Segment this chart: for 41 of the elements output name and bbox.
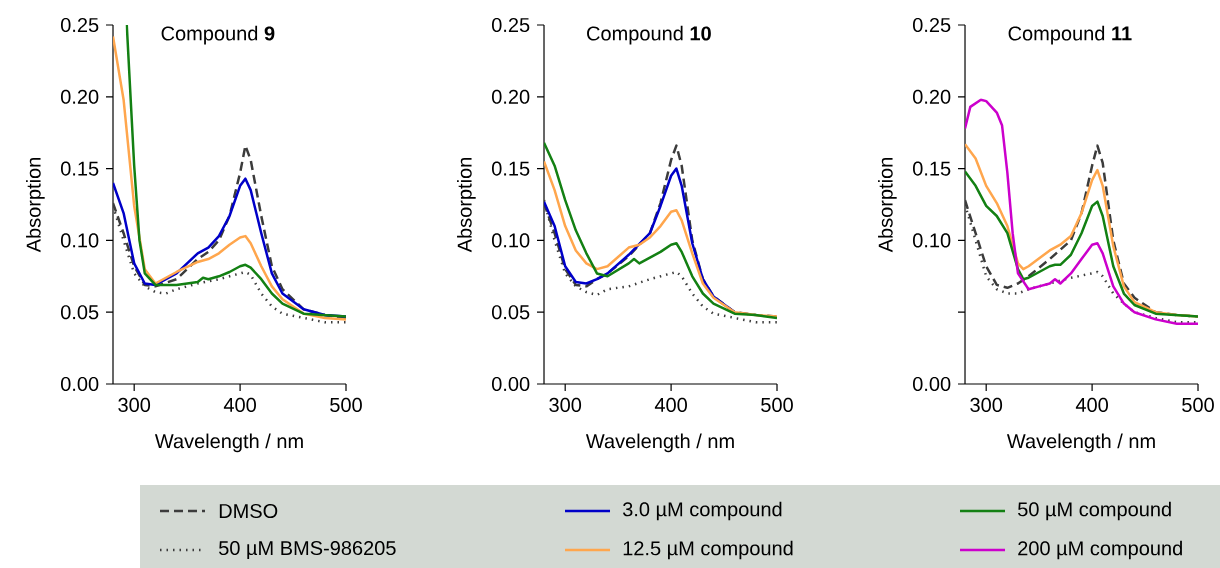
y-tick-label: 0.00 (60, 376, 99, 392)
y-tick-label: 0.15 (60, 161, 99, 176)
x-tick-label: 500 (330, 397, 362, 413)
y-axis-title: Absorption (457, 158, 476, 253)
y-tick-label: 0.05 (60, 305, 99, 320)
y-tick-label: 0.15 (492, 161, 530, 176)
y-tick-label: 0.20 (492, 89, 530, 104)
x-tick-label: 300 (118, 397, 151, 413)
y-tick-label: 0.00 (492, 376, 530, 392)
legend-label: 50 µM BMS-986205 (219, 540, 396, 560)
y-tick-label: 0.25 (913, 17, 951, 33)
chart-title: Compound 10 (587, 25, 711, 45)
y-tick-label: 0.25 (60, 17, 99, 33)
chart-title: Compound 11 (1008, 25, 1132, 45)
legend-label: DMSO (219, 503, 278, 519)
legend-label: 50 µM compound (1018, 501, 1171, 521)
y-tick-label: 0.25 (492, 17, 530, 33)
x-tick-label: 500 (761, 397, 793, 413)
y-axis-title: Absorption (26, 158, 45, 253)
y-tick-label: 0.10 (60, 233, 99, 248)
y-tick-label: 0.10 (492, 233, 530, 248)
x-tick-label: 300 (970, 397, 1003, 413)
y-tick-label: 0.20 (60, 89, 99, 104)
x-tick-label: 400 (654, 397, 687, 413)
y-tick-label: 0.15 (913, 161, 951, 176)
x-tick-label: 500 (1182, 397, 1214, 413)
x-axis-title: Wavelength / nm (585, 433, 734, 453)
legend-label: 12.5 µM compound (623, 540, 793, 560)
x-tick-label: 400 (1075, 397, 1108, 413)
x-tick-label: 300 (549, 397, 582, 413)
x-axis-title: Wavelength / nm (154, 433, 303, 453)
y-tick-label: 0.05 (492, 305, 530, 320)
y-tick-label: 0.00 (913, 376, 951, 392)
y-tick-label: 0.10 (913, 233, 951, 248)
y-axis-title: Absorption (878, 158, 897, 253)
y-tick-label: 0.20 (913, 89, 951, 104)
legend-label: 3.0 µM compound (622, 501, 782, 521)
chart-title: Compound 9 (161, 25, 275, 45)
legend-label: 200 µM compound (1018, 540, 1182, 560)
x-tick-label: 400 (223, 397, 256, 413)
x-axis-title: Wavelength / nm (1006, 433, 1155, 453)
